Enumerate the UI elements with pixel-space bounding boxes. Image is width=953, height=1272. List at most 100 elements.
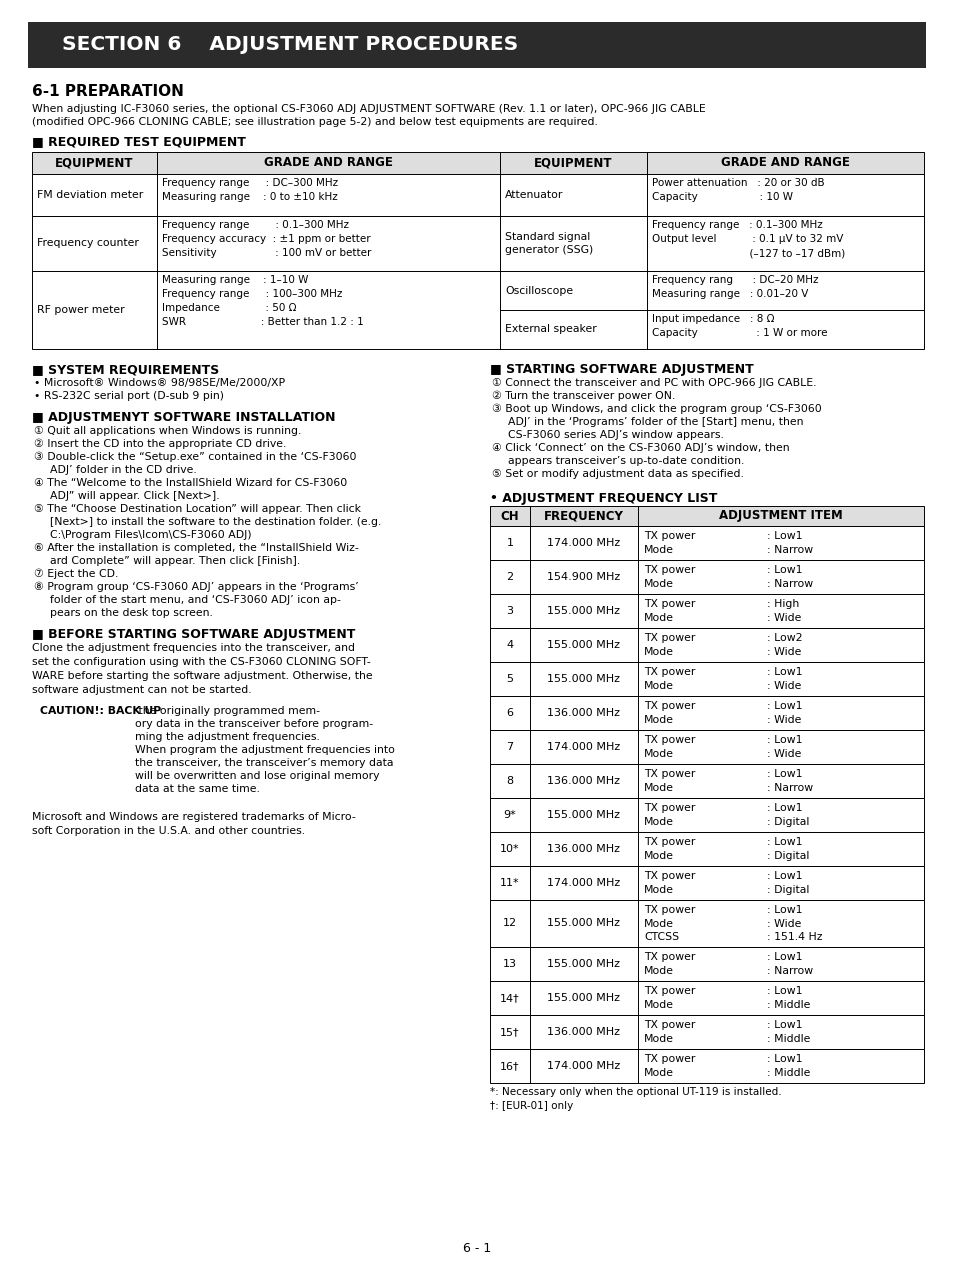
Text: 174.000 MHz: 174.000 MHz (547, 742, 620, 752)
Text: : Low1
: Middle: : Low1 : Middle (766, 1054, 809, 1077)
Text: TX power
Mode: TX power Mode (643, 1020, 695, 1043)
Text: 174.000 MHz: 174.000 MHz (547, 538, 620, 548)
Text: TX power
Mode: TX power Mode (643, 951, 695, 976)
Text: 14†: 14† (499, 993, 519, 1004)
Text: : High
: Wide: : High : Wide (766, 599, 801, 622)
Text: ③ Double-click the “Setup.exe” contained in the ‘CS-F3060: ③ Double-click the “Setup.exe” contained… (34, 452, 356, 462)
Text: FREQUENCY: FREQUENCY (543, 510, 623, 523)
Bar (28, 22, 925, 67)
Text: • ADJUSTMENT FREQUENCY LIST: • ADJUSTMENT FREQUENCY LIST (490, 492, 717, 505)
Text: 155.000 MHz: 155.000 MHz (547, 674, 619, 684)
Text: ADJ’ in the ‘Programs’ folder of the [Start] menu, then: ADJ’ in the ‘Programs’ folder of the [St… (507, 417, 802, 427)
Bar (490, 594, 923, 628)
Text: 4: 4 (506, 640, 513, 650)
Text: Frequency range     : DC–300 MHz
Measuring range    : 0 to ±10 kHz: Frequency range : DC–300 MHz Measuring r… (162, 178, 337, 202)
Text: Measuring range    : 1–10 W
Frequency range     : 100–300 MHz
Impedance         : Measuring range : 1–10 W Frequency range… (162, 275, 363, 327)
Text: : Low1
: Wide
: 151.4 Hz: : Low1 : Wide : 151.4 Hz (766, 904, 821, 943)
Text: Power attenuation   : 20 or 30 dB
Capacity                   : 10 W: Power attenuation : 20 or 30 dB Capacity… (651, 178, 823, 202)
Bar (490, 901, 923, 946)
Text: 155.000 MHz: 155.000 MHz (547, 640, 619, 650)
Text: TX power
Mode: TX power Mode (643, 667, 695, 691)
Bar (490, 628, 923, 661)
Text: TX power
Mode: TX power Mode (643, 565, 695, 589)
Bar (490, 832, 923, 866)
Text: CH: CH (500, 510, 518, 523)
Text: : Low1
: Narrow: : Low1 : Narrow (766, 530, 812, 555)
Text: : Low1
: Digital: : Low1 : Digital (766, 803, 808, 827)
Text: : Low2
: Wide: : Low2 : Wide (766, 633, 801, 656)
Text: 2: 2 (506, 572, 513, 583)
Text: ① Connect the transceiver and PC with OPC-966 JIG CABLE.: ① Connect the transceiver and PC with OP… (492, 378, 816, 388)
Text: ① Quit all applications when Windows is running.: ① Quit all applications when Windows is … (34, 426, 301, 436)
Text: Frequency range        : 0.1–300 MHz
Frequency accuracy  : ±1 ppm or better
Sens: Frequency range : 0.1–300 MHz Frequency … (162, 220, 371, 258)
Bar (490, 981, 923, 1015)
Bar (32, 151, 923, 174)
Bar (32, 271, 923, 349)
Text: ard Complete” will appear. Then click [Finish].: ard Complete” will appear. Then click [F… (50, 556, 300, 566)
Bar (32, 216, 923, 271)
Text: External speaker: External speaker (504, 324, 597, 335)
Bar (490, 661, 923, 696)
Text: *: Necessary only when the optional UT-119 is installed.: *: Necessary only when the optional UT-1… (490, 1088, 781, 1096)
Text: 10*: 10* (499, 845, 519, 854)
Text: 174.000 MHz: 174.000 MHz (547, 878, 620, 888)
Text: appears transceiver’s up-to-date condition.: appears transceiver’s up-to-date conditi… (507, 455, 743, 466)
Text: ② Insert the CD into the appropriate CD drive.: ② Insert the CD into the appropriate CD … (34, 439, 286, 449)
Text: folder of the start menu, and ‘CS-F3060 ADJ’ icon ap-: folder of the start menu, and ‘CS-F3060 … (50, 595, 340, 605)
Text: : Low1
: Wide: : Low1 : Wide (766, 667, 801, 691)
Text: Frequency counter: Frequency counter (37, 239, 139, 248)
Text: ⑥ After the installation is completed, the “InstallShield Wiz-: ⑥ After the installation is completed, t… (34, 543, 358, 553)
Text: 13: 13 (502, 959, 517, 969)
Text: CS-F3060 series ADJ’s window appears.: CS-F3060 series ADJ’s window appears. (507, 430, 723, 440)
Text: TX power
Mode: TX power Mode (643, 701, 695, 725)
Text: ⑦ Eject the CD.: ⑦ Eject the CD. (34, 569, 118, 580)
Text: [Next>] to install the software to the destination folder. (e.g.: [Next>] to install the software to the d… (50, 516, 381, 527)
Text: • Microsoft® Windows® 98/98SE/Me/2000/XP: • Microsoft® Windows® 98/98SE/Me/2000/XP (34, 378, 285, 388)
Bar (490, 506, 923, 527)
Text: the transceiver, the transceiver’s memory data: the transceiver, the transceiver’s memor… (135, 758, 393, 768)
Text: (modified OPC-966 CLONING CABLE; see illustration page 5-2) and below test equip: (modified OPC-966 CLONING CABLE; see ill… (32, 117, 598, 127)
Text: 155.000 MHz: 155.000 MHz (547, 959, 619, 969)
Text: When program the adjustment frequencies into: When program the adjustment frequencies … (135, 745, 395, 756)
Bar (490, 1049, 923, 1082)
Text: ming the adjustment frequencies.: ming the adjustment frequencies. (135, 731, 319, 742)
Text: Input impedance   : 8 Ω
Capacity                  : 1 W or more: Input impedance : 8 Ω Capacity : 1 W or … (651, 314, 826, 338)
Bar (490, 730, 923, 764)
Text: pears on the desk top screen.: pears on the desk top screen. (50, 608, 213, 618)
Text: EQUIPMENT: EQUIPMENT (55, 156, 133, 169)
Text: TX power
Mode: TX power Mode (643, 837, 695, 861)
Text: 136.000 MHz: 136.000 MHz (547, 845, 619, 854)
Text: 3: 3 (506, 605, 513, 616)
Text: • RS-232C serial port (D-sub 9 pin): • RS-232C serial port (D-sub 9 pin) (34, 391, 224, 401)
Text: 1: 1 (506, 538, 513, 548)
Text: Standard signal
generator (SSG): Standard signal generator (SSG) (504, 232, 593, 256)
Text: 6: 6 (506, 709, 513, 717)
Text: 12: 12 (502, 918, 517, 929)
Text: ⑤ The “Choose Destination Location” will appear. Then click: ⑤ The “Choose Destination Location” will… (34, 504, 360, 514)
Bar (490, 866, 923, 901)
Text: ■ REQUIRED TEST EQUIPMENT: ■ REQUIRED TEST EQUIPMENT (32, 135, 246, 148)
Text: 6-1 PREPARATION: 6-1 PREPARATION (32, 84, 184, 99)
Text: 11*: 11* (499, 878, 519, 888)
Text: ④ Click ‘Connect’ on the CS-F3060 ADJ’s window, then: ④ Click ‘Connect’ on the CS-F3060 ADJ’s … (492, 443, 789, 453)
Text: ADJ” will appear. Click [Next>].: ADJ” will appear. Click [Next>]. (50, 491, 219, 501)
Text: : Low1
: Wide: : Low1 : Wide (766, 735, 801, 758)
Text: : Low1
: Narrow: : Low1 : Narrow (766, 770, 812, 792)
Text: †: [EUR-01] only: †: [EUR-01] only (490, 1102, 573, 1110)
Text: TX power
Mode: TX power Mode (643, 770, 695, 792)
Bar (490, 798, 923, 832)
Text: the originally programmed mem-: the originally programmed mem- (135, 706, 319, 716)
Text: ■ BEFORE STARTING SOFTWARE ADJUSTMENT: ■ BEFORE STARTING SOFTWARE ADJUSTMENT (32, 628, 355, 641)
Text: ■ SYSTEM REQUIREMENTS: ■ SYSTEM REQUIREMENTS (32, 363, 219, 377)
Text: ⑤ Set or modify adjustment data as specified.: ⑤ Set or modify adjustment data as speci… (492, 469, 743, 480)
Bar (490, 696, 923, 730)
Text: RF power meter: RF power meter (37, 305, 125, 315)
Text: ADJ’ folder in the CD drive.: ADJ’ folder in the CD drive. (50, 466, 196, 474)
Text: TX power
Mode: TX power Mode (643, 986, 695, 1010)
Text: GRADE AND RANGE: GRADE AND RANGE (720, 156, 849, 169)
Text: : Low1
: Digital: : Low1 : Digital (766, 871, 808, 894)
Text: 155.000 MHz: 155.000 MHz (547, 918, 619, 929)
Bar (490, 946, 923, 981)
Text: TX power
Mode: TX power Mode (643, 803, 695, 827)
Bar (490, 560, 923, 594)
